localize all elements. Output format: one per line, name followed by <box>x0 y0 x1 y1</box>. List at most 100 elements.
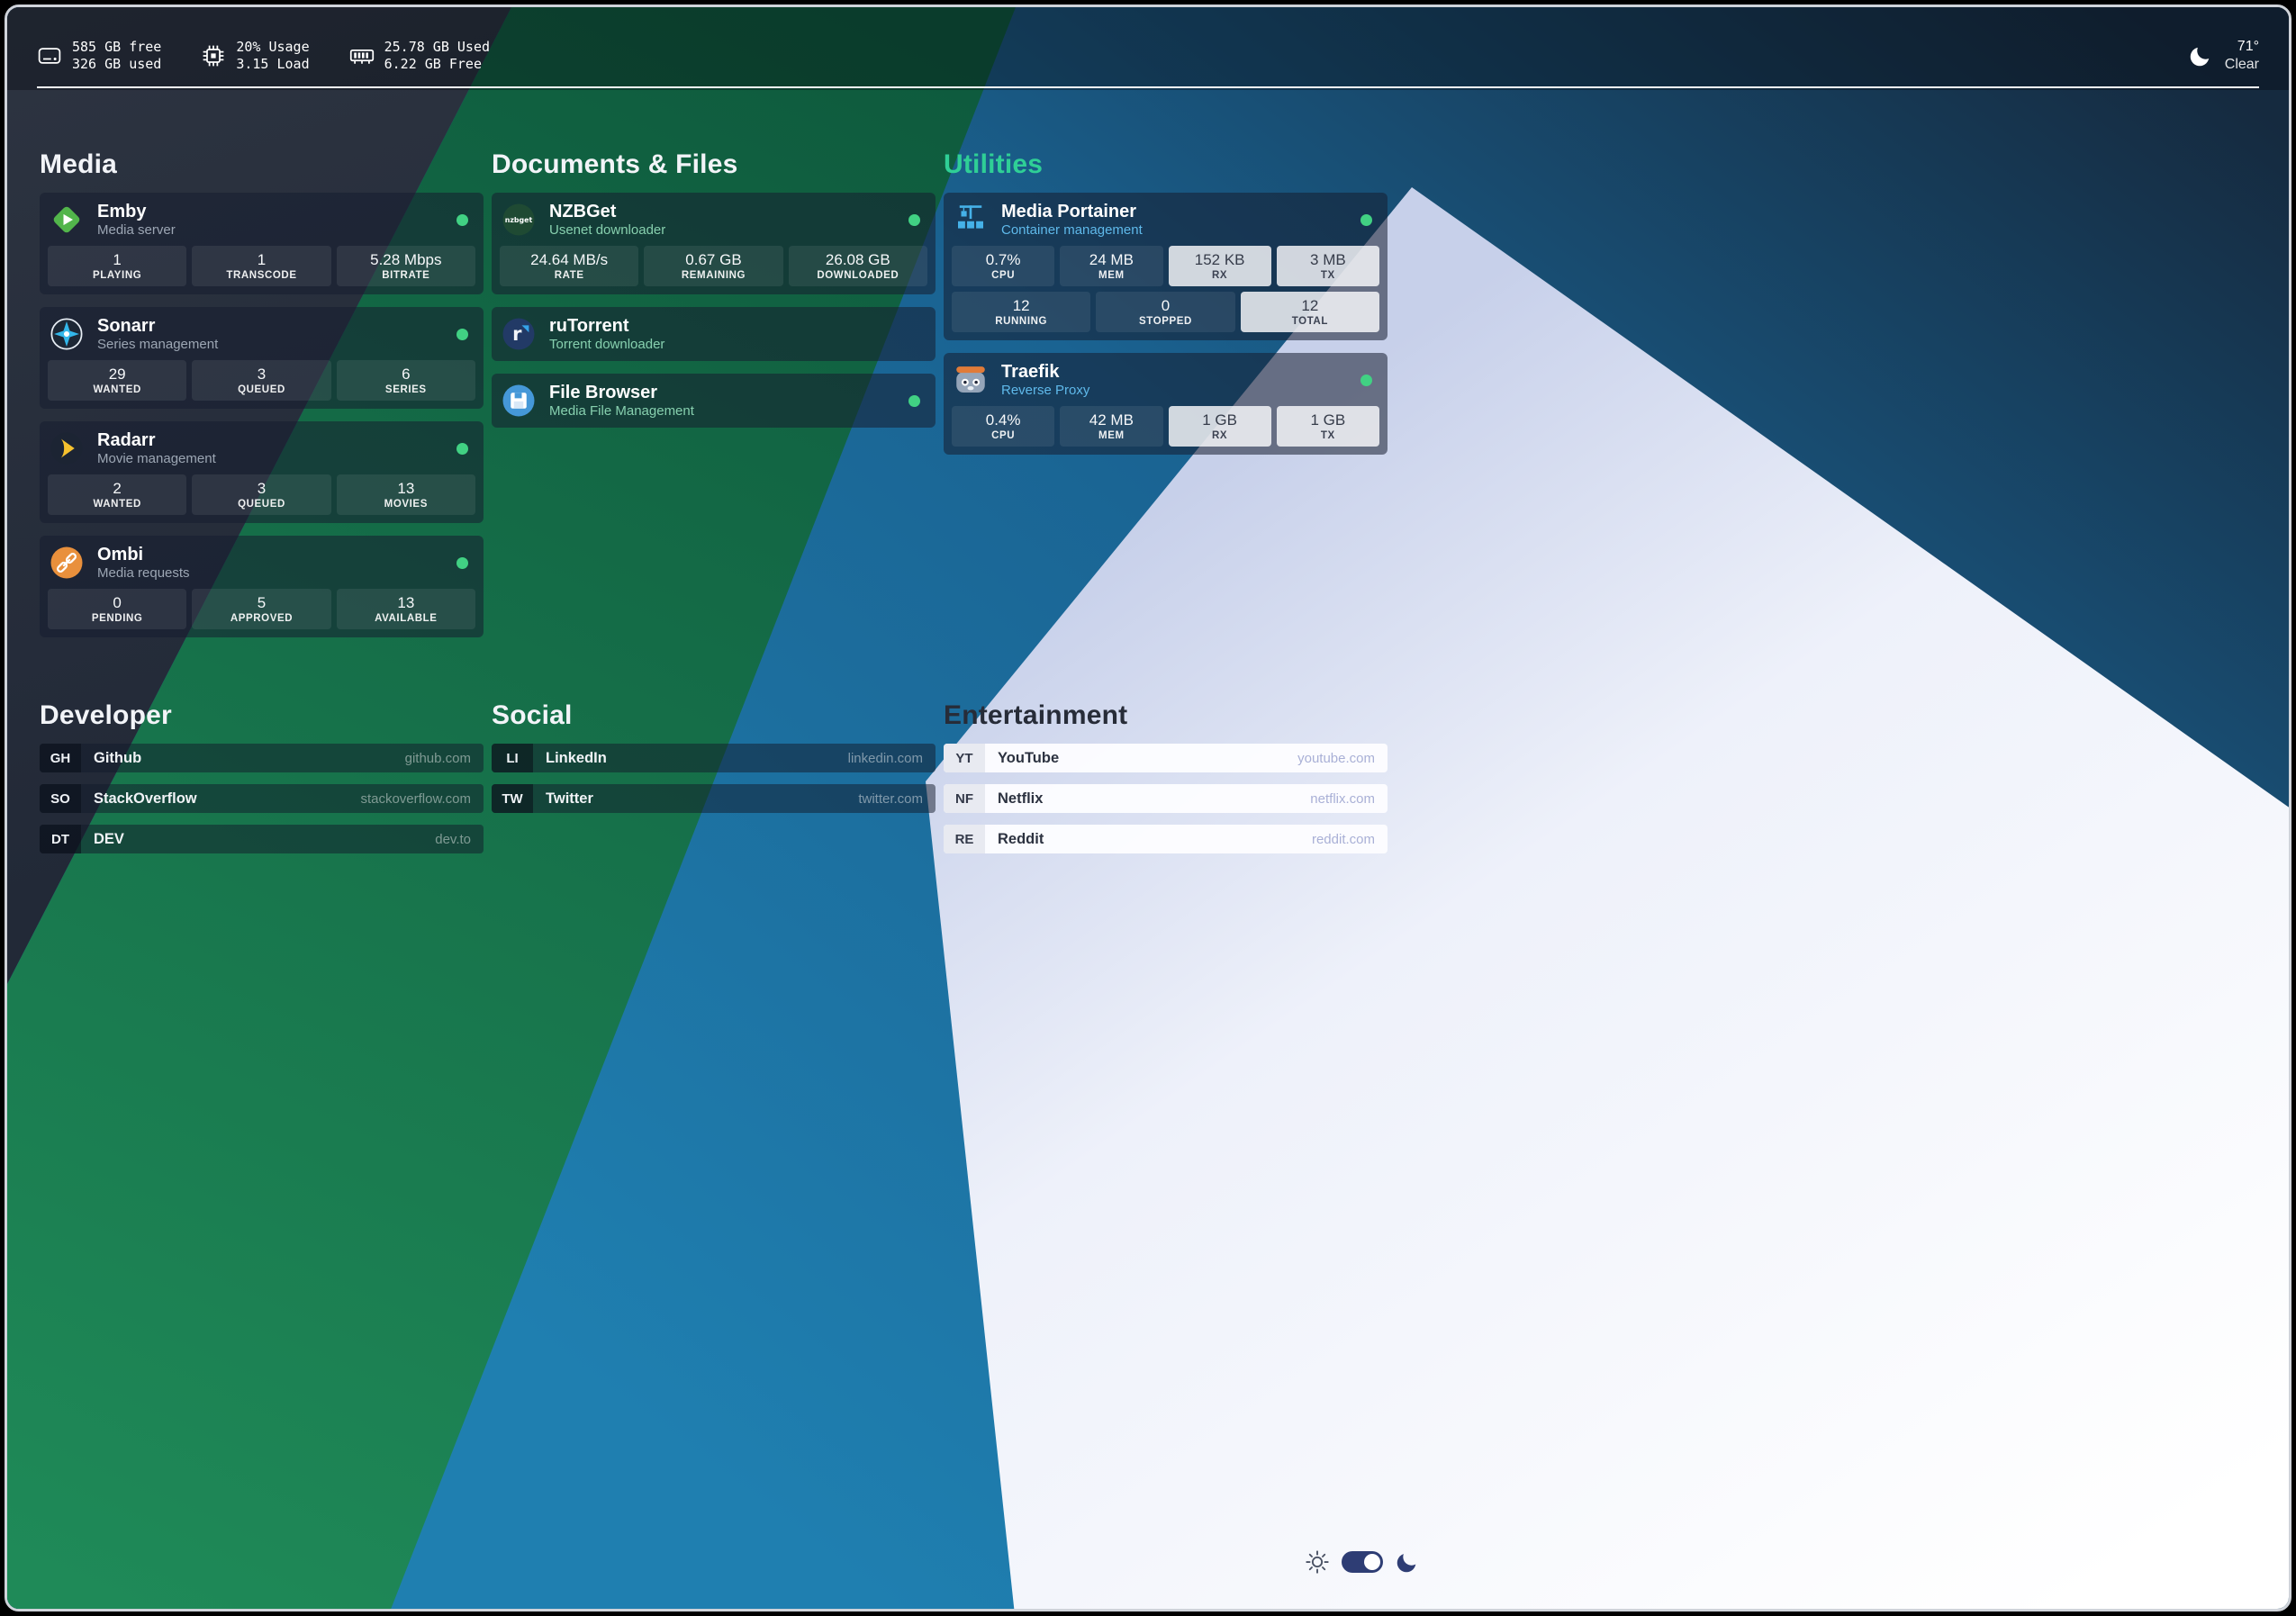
stat-label: AVAILABLE <box>375 613 438 624</box>
stat-label: CPU <box>991 270 1016 281</box>
sonarr-icon <box>48 315 86 353</box>
stat-pill: 12 TOTAL <box>1240 292 1379 332</box>
service-card-radarr[interactable]: Radarr Movie management 2 WANTED 3 QUEUED … <box>40 421 484 523</box>
memory-icon <box>349 50 374 64</box>
section-title-developer: Developer <box>40 700 172 730</box>
sun-icon[interactable] <box>1304 1548 1331 1575</box>
theme-toggle[interactable] <box>1342 1551 1383 1573</box>
bookmark-netflix[interactable]: NF Netflix netflix.com <box>944 784 1388 813</box>
stat-value: 5.28 Mbps <box>370 251 442 268</box>
service-subtitle: Usenet downloader <box>549 222 666 238</box>
sections-grid: Media Emby Media server 1 PLAYING 1 TRANSC… <box>40 149 1388 865</box>
bookmark-domain: dev.to <box>435 831 471 847</box>
stat-label: TRANSCODE <box>226 270 297 281</box>
stat-value: 5 <box>257 594 267 611</box>
service-card-rutorrent[interactable]: r ruTorrent Torrent downloader <box>492 307 936 361</box>
stat-label: APPROVED <box>230 613 294 624</box>
disk-metric: 585 GB free 326 GB used <box>37 39 161 73</box>
bookmark-domain: stackoverflow.com <box>360 790 471 807</box>
weather-temperature: 71° <box>2237 39 2259 54</box>
bookmark-tag: DT <box>40 825 81 853</box>
bookmark-name: LinkedIn <box>546 749 607 766</box>
stat-pill: 24.64 MB/s RATE <box>500 246 639 286</box>
bookmark-tag: GH <box>40 744 81 772</box>
section-developer: Developer GH Github github.com SO StackO… <box>40 700 484 865</box>
stat-pill: 6 SERIES <box>336 360 475 401</box>
radarr-icon <box>48 429 86 467</box>
bookmark-reddit[interactable]: RE Reddit reddit.com <box>944 825 1388 853</box>
service-name: Emby <box>97 202 147 221</box>
moon-icon[interactable] <box>1394 1548 1421 1575</box>
nzbget-icon: nzbget <box>500 201 538 239</box>
stat-pill: 13 MOVIES <box>336 474 475 515</box>
stat-value: 42 MB <box>1089 411 1134 429</box>
stat-pill: 26.08 GB DOWNLOADED <box>788 246 927 286</box>
section-social: Social LI LinkedIn linkedin.com TW Twitt… <box>492 700 936 825</box>
stat-value: 0.4% <box>985 411 1021 429</box>
moon-weather-icon <box>2190 47 2210 67</box>
section-documents: Documents & Files nzbget NZBGet Usenet d… <box>492 149 936 440</box>
service-subtitle: Movie management <box>97 451 216 466</box>
bookmark-tag: LI <box>492 744 533 772</box>
status-header: 585 GB free 326 GB used <box>7 7 2289 86</box>
stat-label: RATE <box>554 270 584 281</box>
bookmark-youtube[interactable]: YT YouTube youtube.com <box>944 744 1388 772</box>
stat-label: RUNNING <box>995 316 1048 327</box>
stat-label: WANTED <box>93 499 141 510</box>
svg-text:nzbget: nzbget <box>505 216 533 224</box>
stat-label: PLAYING <box>93 270 142 281</box>
stat-pill: 2 WANTED <box>48 474 187 515</box>
bookmark-name: Reddit <box>998 830 1044 847</box>
dashboard-frame: 585 GB free 326 GB used <box>5 5 2291 1611</box>
stat-pill: 1 TRANSCODE <box>192 246 331 286</box>
service-name: Ombi <box>97 545 144 564</box>
service-subtitle: Container management <box>1001 222 1143 238</box>
bookmark-github[interactable]: GH Github github.com <box>40 744 484 772</box>
bookmark-twitter[interactable]: TW Twitter twitter.com <box>492 784 936 813</box>
stat-value: 12 <box>1012 297 1030 314</box>
stat-pill: 0.67 GB REMAINING <box>644 246 783 286</box>
stat-label: RX <box>1212 430 1228 441</box>
portainer-icon <box>952 201 990 239</box>
stat-value: 152 KB <box>1194 251 1245 268</box>
stat-value: 0.67 GB <box>685 251 742 268</box>
stat-pill: 1 PLAYING <box>48 246 187 286</box>
emby-icon <box>48 201 86 239</box>
stat-pill: 29 WANTED <box>48 360 187 401</box>
bookmark-dev[interactable]: DT DEV dev.to <box>40 825 484 853</box>
service-name: Radarr <box>97 430 156 450</box>
stat-label: BITRATE <box>382 270 430 281</box>
service-card-sonarr[interactable]: Sonarr Series management 29 WANTED 3 QUEUE… <box>40 307 484 409</box>
stat-value: 3 <box>257 480 267 497</box>
stat-label: MOVIES <box>384 499 428 510</box>
stat-value: 1 GB <box>1310 411 1346 429</box>
status-online-dot <box>456 556 468 569</box>
stat-label: TOTAL <box>1291 316 1328 327</box>
section-utilities: Utilities Media Portainer Container mana… <box>944 149 1388 467</box>
stat-value: 24.64 MB/s <box>530 251 609 268</box>
status-online-dot <box>456 328 468 340</box>
stat-pill: 0.4% CPU <box>952 406 1055 447</box>
svg-text:r: r <box>512 323 522 345</box>
bookmark-domain: linkedin.com <box>847 750 923 766</box>
stat-pill: 152 KB RX <box>1168 246 1271 286</box>
service-card-nzbget[interactable]: nzbget NZBGet Usenet downloader 24.64 MB… <box>492 193 936 294</box>
service-card-traefik[interactable]: Traefik Reverse Proxy 0.4% CPU 42 MB MEM 1… <box>944 353 1388 455</box>
stat-label: PENDING <box>91 613 143 624</box>
service-card-ombi[interactable]: Ombi Media requests 0 PENDING 5 APPROVED 1… <box>40 536 484 637</box>
service-card-filebrowser[interactable]: File Browser Media File Management <box>492 374 936 428</box>
memory-free: 6.22 GB Free <box>384 56 482 72</box>
status-online-dot <box>456 442 468 455</box>
service-card-emby[interactable]: Emby Media server 1 PLAYING 1 TRANSCODE 5.… <box>40 193 484 294</box>
toggle-knob <box>1364 1554 1380 1570</box>
bookmark-linkedin[interactable]: LI LinkedIn linkedin.com <box>492 744 936 772</box>
theme-switch <box>1304 1548 1421 1575</box>
ombi-icon <box>48 544 86 582</box>
stat-label: QUEUED <box>238 384 285 395</box>
stat-pill: 1 GB RX <box>1168 406 1271 447</box>
service-card-portainer[interactable]: Media Portainer Container management 0.7… <box>944 193 1388 340</box>
section-title-social: Social <box>492 700 573 730</box>
bookmark-stackoverflow[interactable]: SO StackOverflow stackoverflow.com <box>40 784 484 813</box>
service-subtitle: Reverse Proxy <box>1001 383 1090 398</box>
service-subtitle: Media File Management <box>549 403 694 419</box>
